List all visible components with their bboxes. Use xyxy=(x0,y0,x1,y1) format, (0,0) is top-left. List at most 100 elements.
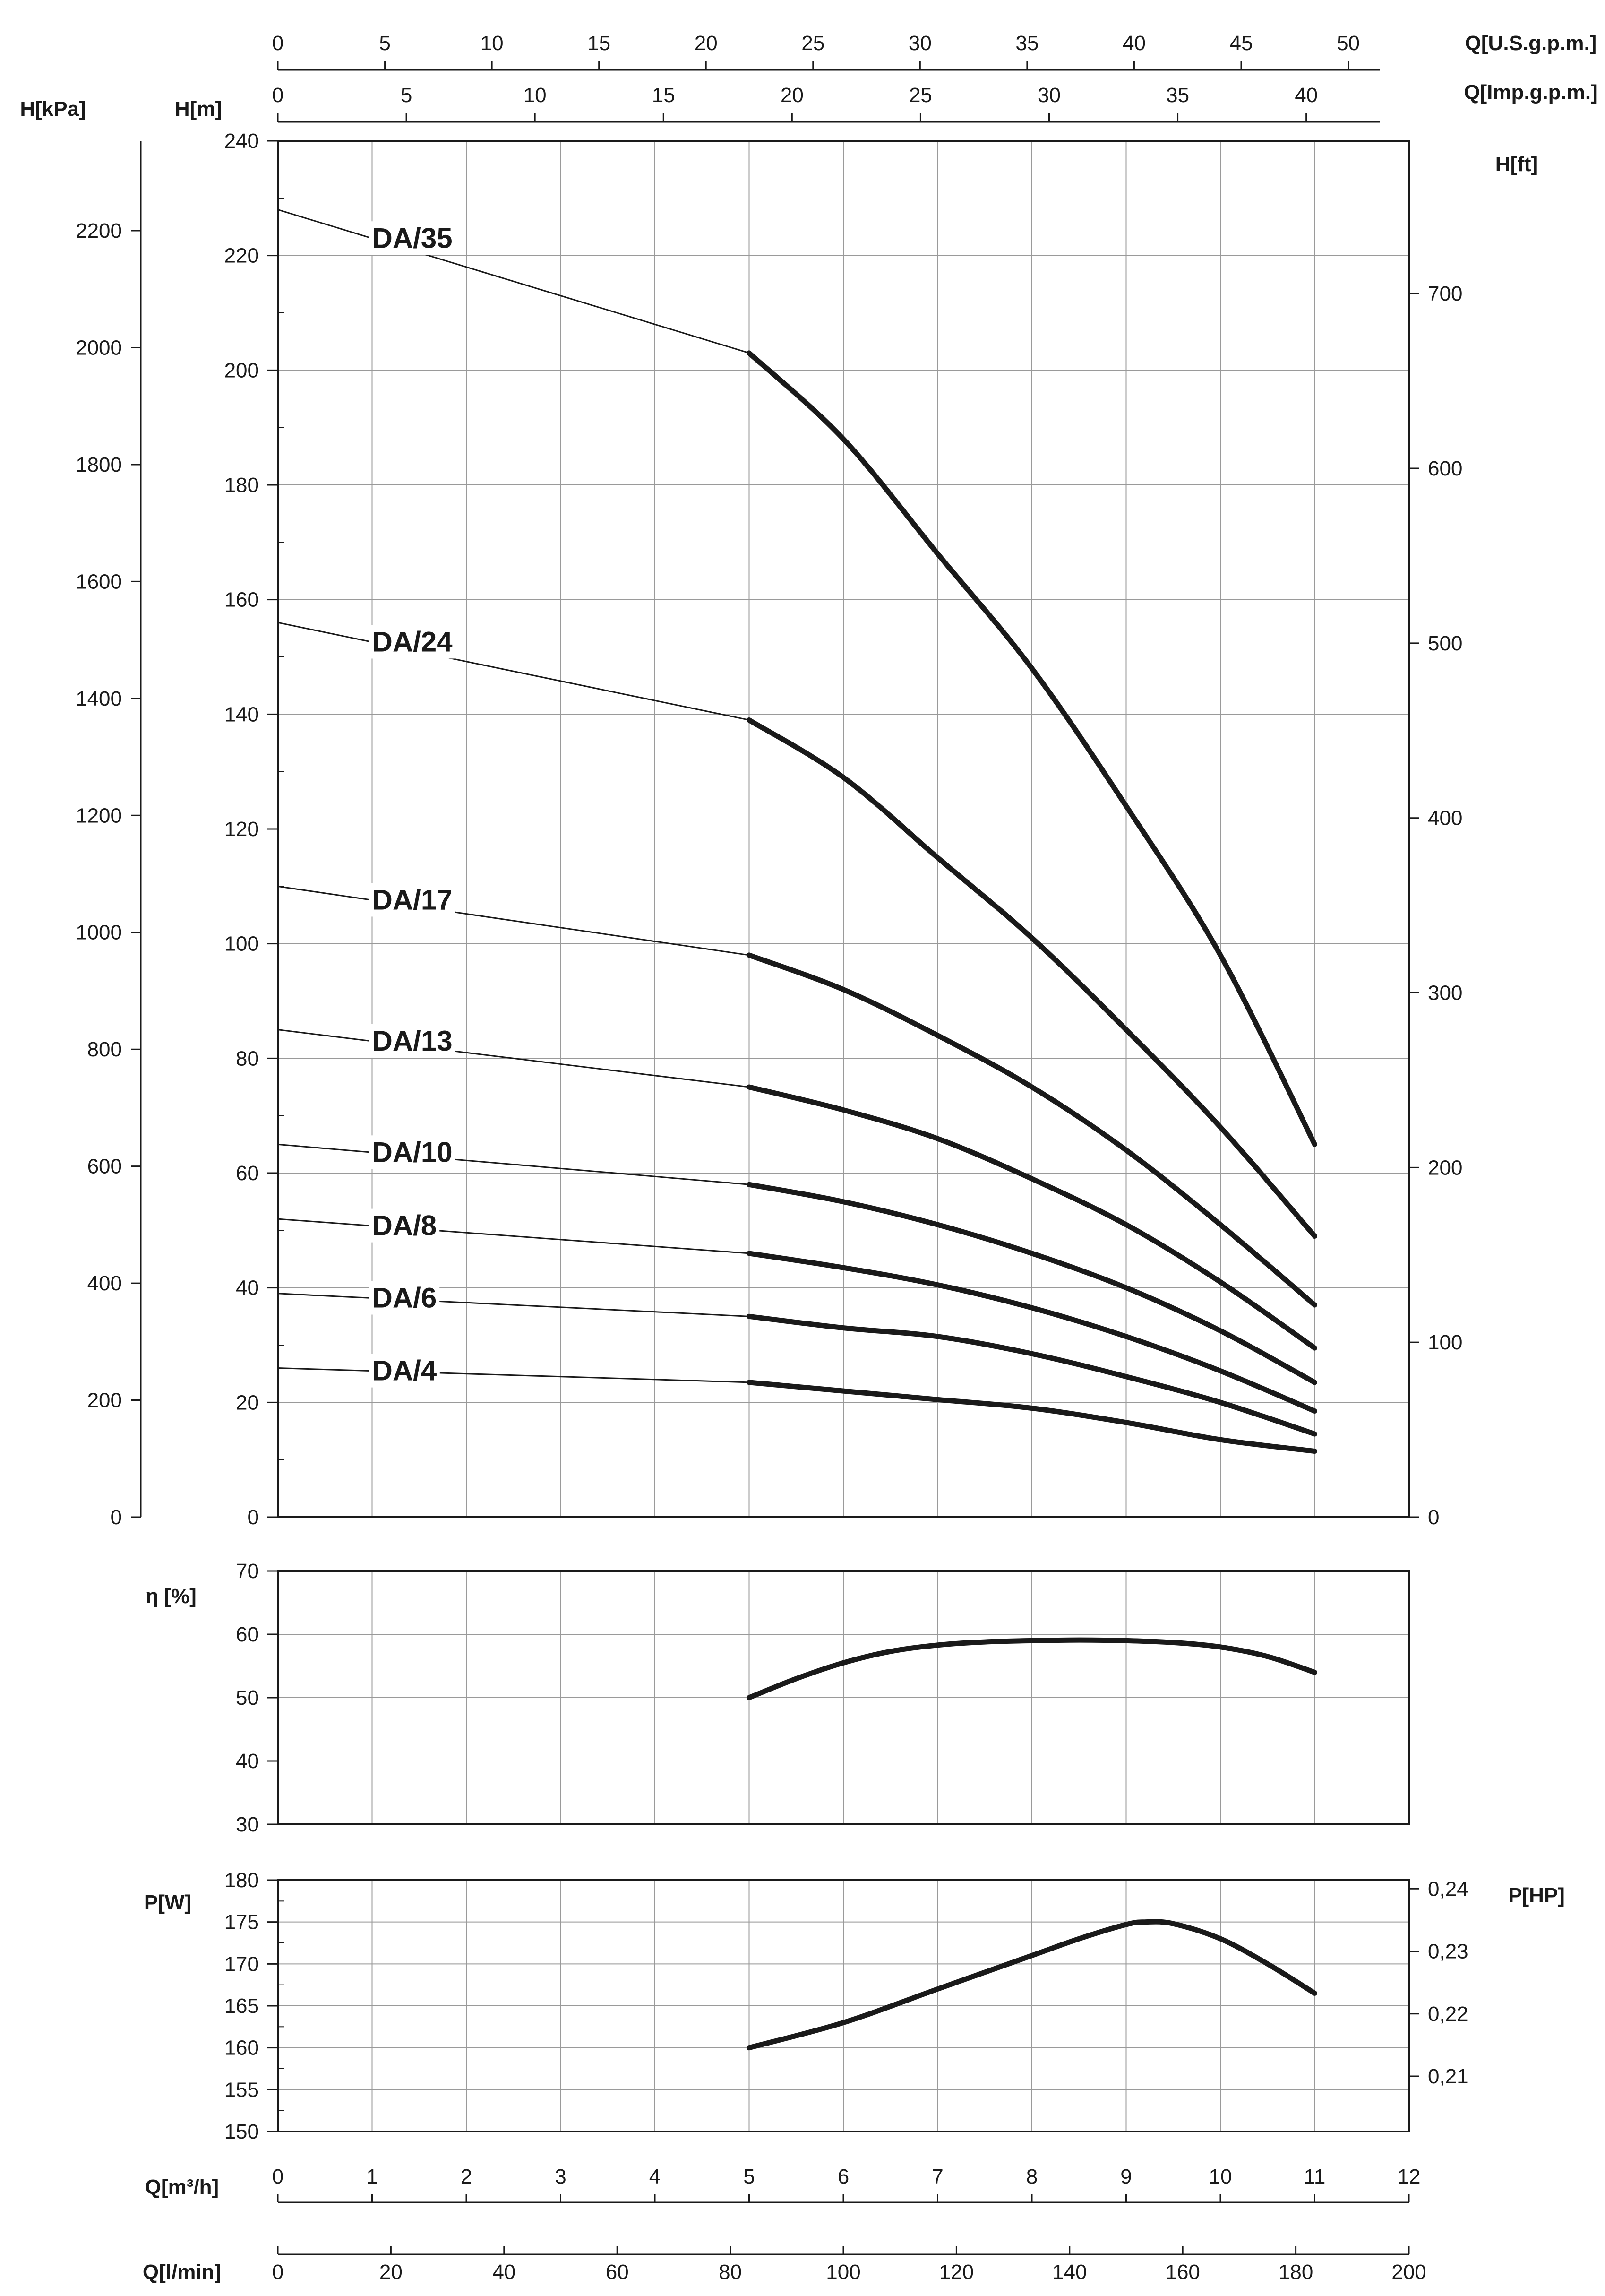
x-tick-label-usgpm: 10 xyxy=(481,32,504,55)
curve-label: DA/6 xyxy=(372,1282,437,1314)
x-tick-label-lmin: 0 xyxy=(272,2261,283,2284)
head-curve-line xyxy=(747,350,1317,1147)
power-tick-label-w: 150 xyxy=(224,2120,259,2143)
power-curve-line xyxy=(747,1919,1317,2051)
x-tick-label-lmin: 80 xyxy=(719,2261,742,2284)
power-tick-label-hp: 0,22 xyxy=(1428,2003,1468,2026)
y-tick-label-ft: 400 xyxy=(1428,807,1462,830)
x-axis-title-usgpm: Q[U.S.g.p.m.] xyxy=(1465,32,1597,55)
head-curve-da-35: DA/35 xyxy=(277,209,1317,1147)
x-tick-label-m3h: 3 xyxy=(555,2165,566,2188)
x-tick-label-lmin: 100 xyxy=(826,2261,860,2284)
power-axis-title-w: P[W] xyxy=(144,1891,191,1914)
eff-tick-label: 60 xyxy=(236,1623,259,1646)
curve-label-background xyxy=(369,1024,455,1058)
x-tick-label-m3h: 0 xyxy=(272,2165,283,2188)
eff-tick-label: 40 xyxy=(236,1750,259,1773)
x-axis-title-m3h: Q[m³/h] xyxy=(145,2175,219,2199)
head-curve-line xyxy=(747,1380,1317,1454)
power-tick-label-hp: 0,24 xyxy=(1428,1877,1468,1900)
x-tick-label-m3h: 11 xyxy=(1304,2165,1326,2188)
head-curve-da-13: DA/13 xyxy=(277,1024,1317,1351)
x-axis-title-lmin: Q[l/min] xyxy=(143,2261,221,2284)
head-curve-line xyxy=(747,1084,1317,1351)
curve-extension-line xyxy=(277,209,749,354)
y-tick-label-kpa: 200 xyxy=(87,1389,122,1412)
y-tick-label-m: 100 xyxy=(224,932,259,956)
curve-label-background xyxy=(369,883,455,917)
head-grid xyxy=(278,141,1409,1517)
power-tick-label-w: 170 xyxy=(224,1952,259,1976)
curve-label: DA/13 xyxy=(372,1025,453,1057)
x-tick-label-usgpm: 35 xyxy=(1015,32,1039,55)
power-axis-title-hp: P[HP] xyxy=(1508,1884,1565,1907)
x-tick-label-lmin: 60 xyxy=(606,2261,629,2284)
x-tick-label-lmin: 160 xyxy=(1165,2261,1200,2284)
y-tick-label-kpa: 1200 xyxy=(76,804,122,827)
efficiency-curve-line xyxy=(747,1637,1317,1700)
y-tick-label-ft: 100 xyxy=(1428,1331,1462,1354)
y-tick-label-m: 180 xyxy=(224,474,259,497)
y-tick-label-ft: 700 xyxy=(1428,282,1462,305)
x-tick-label-m3h: 4 xyxy=(649,2165,661,2188)
head-curve-da-24: DA/24 xyxy=(277,621,1317,1239)
x-tick-label-lmin: 120 xyxy=(939,2261,974,2284)
y-tick-label-kpa: 1400 xyxy=(76,687,122,710)
x-tick-label-usgpm: 25 xyxy=(801,32,824,55)
y-tick-label-ft: 600 xyxy=(1428,457,1462,480)
y-tick-label-m: 0 xyxy=(248,1506,259,1529)
head-curve-line xyxy=(747,1251,1317,1414)
y-tick-label-m: 140 xyxy=(224,703,259,726)
y-tick-label-kpa: 1800 xyxy=(76,453,122,476)
power-tick-label-hp: 0,21 xyxy=(1428,2065,1468,2088)
x-tick-label-m3h: 6 xyxy=(838,2165,849,2188)
y-tick-label-m: 160 xyxy=(224,588,259,612)
x-tick-label-usgpm: 5 xyxy=(379,32,390,55)
y-tick-label-ft: 500 xyxy=(1428,632,1462,655)
x-tick-label-m3h: 7 xyxy=(932,2165,943,2188)
bottom-flow-axes: 0 1 2 3 4 5 6 7 8 9 10 11 120 20 40 60 80 100 120 140 160 180… xyxy=(143,2165,1426,2284)
curve-label: DA/24 xyxy=(372,626,453,657)
curve-extension-line xyxy=(277,1143,749,1185)
x-tick-label-lmin: 40 xyxy=(492,2261,515,2284)
curve-label-background xyxy=(369,625,456,659)
x-tick-label-impgpm: 15 xyxy=(652,84,675,107)
y-axis-title-ft: H[ft] xyxy=(1495,153,1538,176)
curve-extension-line xyxy=(277,885,749,956)
y-tick-label-kpa: 2000 xyxy=(76,336,122,359)
head-curve-da-17: DA/17 xyxy=(277,883,1317,1308)
x-tick-label-usgpm: 40 xyxy=(1123,32,1146,55)
x-tick-label-usgpm: 30 xyxy=(909,32,932,55)
x-tick-label-usgpm: 15 xyxy=(587,32,610,55)
power-panel: 150 155 160 165 170 175 180 P[W] 0,21 0,22 0,23 0,2… xyxy=(144,1869,1565,2143)
curve-extension-line xyxy=(277,1218,749,1254)
y-tick-label-m: 20 xyxy=(236,1391,259,1414)
x-tick-label-usgpm: 45 xyxy=(1230,32,1253,55)
eff-tick-label: 30 xyxy=(236,1813,259,1836)
curve-label: DA/17 xyxy=(372,884,453,915)
curve-extension-line xyxy=(277,1367,749,1383)
curve-label-background xyxy=(369,1208,440,1243)
y-tick-label-kpa: 1000 xyxy=(76,921,122,944)
x-tick-label-impgpm: 30 xyxy=(1038,84,1061,107)
power-grid xyxy=(278,1880,1409,2132)
x-tick-label-impgpm: 0 xyxy=(272,84,283,107)
curve-label: DA/8 xyxy=(372,1210,437,1242)
x-tick-label-lmin: 20 xyxy=(379,2261,403,2284)
x-tick-label-m3h: 12 xyxy=(1398,2165,1421,2188)
head-curve-line xyxy=(747,1313,1317,1437)
x-tick-label-impgpm: 10 xyxy=(524,84,547,107)
eff-tick-label: 70 xyxy=(236,1560,259,1583)
head-curve-line xyxy=(747,952,1317,1308)
curve-label: DA/10 xyxy=(372,1136,453,1168)
curve-label-background xyxy=(369,1135,455,1169)
curve-label-background xyxy=(369,221,455,255)
y-axis-title-kpa: H[kPa] xyxy=(20,97,86,121)
power-tick-label-w: 180 xyxy=(224,1869,259,1892)
y-tick-label-ft: 300 xyxy=(1428,982,1462,1005)
y-axis-title-m: H[m] xyxy=(175,97,222,121)
